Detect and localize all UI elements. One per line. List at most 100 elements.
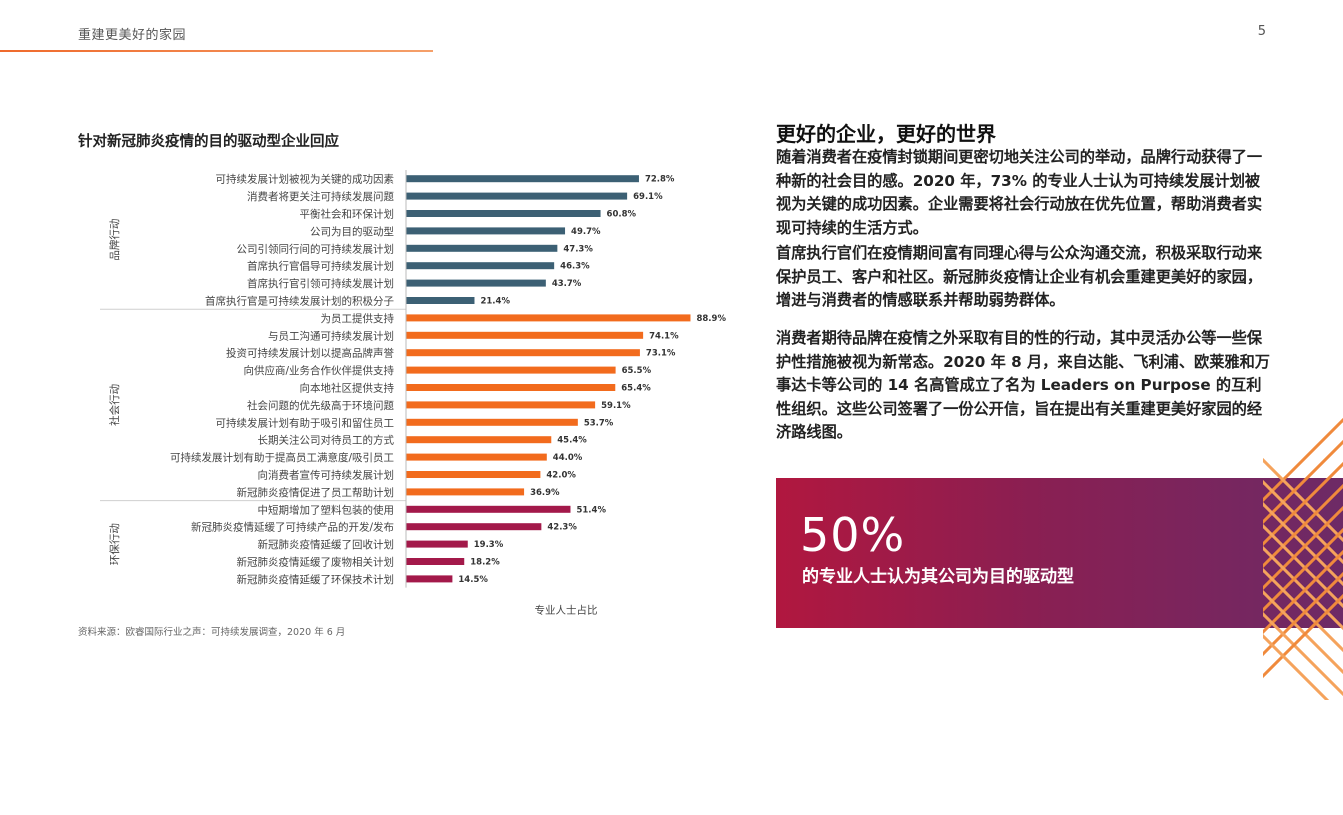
stripe	[1263, 633, 1330, 700]
stripe	[1263, 417, 1343, 503]
category-label: 平衡社会和环保计划	[300, 208, 395, 221]
category-label: 公司引领同行间的可持续发展计划	[237, 242, 395, 255]
value-label: 72.8%	[645, 175, 675, 185]
bar	[406, 279, 546, 287]
paragraph-2: 首席执行官们在疫情期间富有同理心得与公众沟通交流，积极采取行动来保护员工、客户和…	[776, 244, 1262, 309]
value-label: 42.3%	[547, 523, 577, 533]
source-note: 资料来源：欧睿国际行业之声：可持续发展调查，2020 年 6 月	[78, 627, 346, 638]
bar	[406, 558, 465, 565]
x-axis-label: 专业人士占比	[535, 604, 598, 617]
bar	[406, 262, 555, 270]
bar	[406, 349, 640, 357]
callout-value: 50%	[800, 508, 906, 562]
value-label: 44.0%	[553, 453, 583, 463]
stripe	[1263, 549, 1343, 635]
stripe	[1263, 523, 1343, 609]
value-label: 36.9%	[530, 488, 560, 498]
value-label: 18.2%	[470, 558, 500, 568]
bar	[406, 366, 616, 374]
value-label: 19.3%	[474, 540, 504, 550]
value-label: 59.1%	[601, 401, 631, 411]
header-title: 重建更美好的家园	[78, 28, 187, 43]
category-label: 长期关注公司对待员工的方式	[258, 434, 395, 447]
category-label: 消费者将更关注可持续发展问题	[247, 190, 394, 203]
bar	[406, 384, 616, 391]
bar	[406, 505, 571, 513]
bar	[406, 401, 596, 409]
bar	[406, 436, 552, 444]
stripe	[1263, 457, 1343, 543]
category-label: 投资可持续发展计划以提高品牌声誉	[226, 347, 394, 360]
bar	[406, 314, 691, 322]
group-label: 社会行动	[108, 384, 121, 426]
stripe	[1263, 479, 1343, 565]
value-label: 60.8%	[607, 210, 637, 220]
decorative-stripes	[1263, 417, 1343, 700]
category-label: 可持续发展计划有助于提高员工满意度/吸引员工	[170, 451, 394, 464]
bar	[406, 575, 453, 583]
category-label: 向本地社区提供支持	[300, 382, 395, 395]
side-title: 更好的企业，更好的世界	[776, 122, 996, 146]
stripe	[1263, 527, 1343, 613]
bar	[406, 175, 639, 183]
group-label: 品牌行动	[108, 219, 121, 261]
value-label: 14.5%	[458, 575, 488, 585]
value-label: 45.4%	[557, 436, 587, 446]
category-label: 中短期增加了塑料包装的使用	[258, 503, 395, 516]
stripe	[1263, 593, 1343, 679]
bar	[406, 244, 558, 252]
category-label: 公司为目的驱动型	[310, 225, 394, 238]
group-label: 环保行动	[108, 523, 121, 565]
bar	[406, 418, 578, 426]
stripe	[1263, 567, 1343, 653]
bar	[406, 227, 566, 235]
category-label: 新冠肺炎疫情延缓了回收计划	[258, 538, 395, 551]
value-label: 21.4%	[480, 297, 510, 307]
chart-title: 针对新冠肺炎疫情的目的驱动型企业回应	[78, 134, 339, 150]
stripe	[1263, 461, 1343, 547]
bar	[406, 331, 644, 339]
bar	[406, 540, 468, 548]
value-label: 65.4%	[621, 384, 651, 394]
category-label: 可持续发展计划被视为关键的成功因素	[216, 173, 395, 186]
value-label: 69.1%	[633, 192, 663, 202]
value-label: 49.7%	[571, 227, 601, 237]
stripe	[1263, 611, 1343, 697]
paragraph-3: 消费者期待品牌在疫情之外采取有目的性的行动，其中灵活办公等一些保护性措施被视为新…	[776, 329, 1270, 441]
value-label: 53.7%	[584, 418, 614, 428]
value-label: 51.4%	[576, 505, 606, 515]
value-label: 47.3%	[563, 244, 593, 254]
category-label: 首席执行官是可持续发展计划的积极分子	[205, 295, 394, 308]
value-label: 42.0%	[546, 471, 576, 481]
category-label: 首席执行官倡导可持续发展计划	[247, 260, 394, 273]
category-label: 新冠肺炎疫情延缓了可持续产品的开发/发布	[191, 521, 394, 534]
category-label: 新冠肺炎疫情延缓了环保技术计划	[237, 573, 395, 586]
category-label: 新冠肺炎疫情促进了员工帮助计划	[237, 486, 395, 499]
value-label: 43.7%	[552, 279, 582, 289]
bar	[406, 192, 628, 200]
page-number: 5	[1257, 24, 1266, 39]
value-label: 46.3%	[560, 262, 590, 272]
value-label: 88.9%	[696, 314, 726, 324]
bar-chart: 可持续发展计划被视为关键的成功因素 72.8% 消费者将更关注可持续发展问题 69.1…	[100, 170, 726, 617]
value-label: 74.1%	[649, 331, 679, 341]
category-label: 可持续发展计划有助于吸引和留住员工	[216, 416, 395, 429]
bar	[406, 453, 547, 461]
bar	[406, 297, 475, 304]
header-divider	[0, 50, 433, 52]
bar	[406, 488, 525, 496]
stripe	[1263, 505, 1343, 591]
stripe	[1263, 545, 1343, 631]
stripe	[1263, 483, 1343, 569]
category-label: 新冠肺炎疫情延缓了废物相关计划	[237, 556, 395, 569]
category-label: 向消费者宣传可持续发展计划	[258, 469, 395, 482]
bar	[406, 210, 601, 217]
callout-text: 的专业人士认为其公司为目的驱动型	[802, 567, 1074, 587]
bar	[406, 471, 541, 478]
stripe	[1263, 501, 1343, 587]
category-label: 首席执行官引领可持续发展计划	[247, 277, 394, 290]
value-label: 65.5%	[622, 366, 652, 376]
stripe	[1263, 589, 1343, 675]
value-label: 73.1%	[646, 349, 676, 359]
bar	[406, 523, 542, 531]
